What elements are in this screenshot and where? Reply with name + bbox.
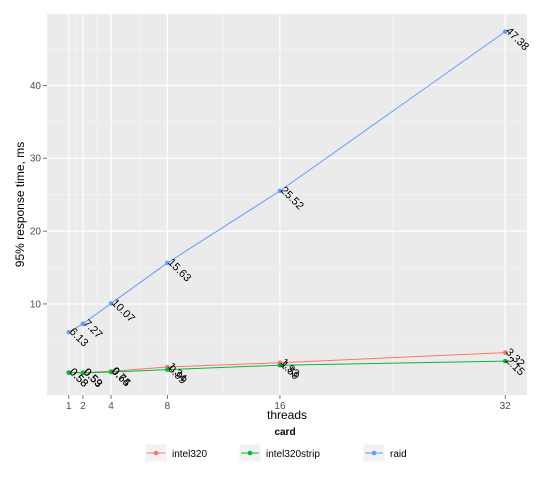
x-axis-title: threads bbox=[267, 408, 307, 422]
plot-background bbox=[47, 14, 527, 395]
legend-item-intel320strip: intel320strip bbox=[238, 443, 320, 463]
data-point-intel320 bbox=[502, 350, 508, 355]
data-point-raid bbox=[108, 301, 114, 306]
x-tick-label: 8 bbox=[165, 401, 171, 412]
data-point-raid bbox=[66, 329, 72, 335]
x-tick-label: 4 bbox=[108, 401, 114, 412]
data-point-intel320strip bbox=[66, 370, 72, 375]
x-tick-label: 16 bbox=[274, 401, 286, 412]
y-tick-label: 10 bbox=[30, 299, 42, 310]
data-point-raid bbox=[165, 260, 170, 266]
y-tick-label: 20 bbox=[30, 227, 42, 238]
data-point-intel320strip bbox=[277, 362, 283, 368]
y-tick-label: 40 bbox=[30, 81, 42, 92]
y-axis-title: 95% response time, ms bbox=[13, 142, 27, 267]
series-intel320strip bbox=[66, 358, 508, 376]
legend-point-raid bbox=[371, 450, 377, 456]
legend-label-intel320: intel320 bbox=[172, 449, 207, 460]
plot-panel bbox=[47, 14, 527, 395]
data-point-intel320strip bbox=[80, 370, 86, 376]
data-point-raid bbox=[277, 188, 283, 194]
legend-item-intel320: intel320 bbox=[144, 443, 207, 463]
x-tick-label: 1 bbox=[66, 401, 72, 412]
x-axis: 1 2 4 8 16 32 bbox=[66, 395, 511, 412]
legend: card intel320 intel320strip raid bbox=[144, 427, 407, 463]
data-point-raid bbox=[80, 321, 86, 327]
legend-label-intel320strip: intel320strip bbox=[266, 449, 320, 460]
series-line-raid bbox=[68, 31, 506, 333]
x-tick-label: 2 bbox=[80, 401, 86, 412]
y-axis: 10 20 30 40 bbox=[30, 81, 47, 310]
legend-point-intel320strip bbox=[247, 450, 253, 456]
data-point-intel320strip bbox=[108, 369, 114, 375]
series-raid bbox=[66, 29, 508, 335]
legend-item-raid: raid bbox=[362, 443, 407, 463]
series-line-intel320strip bbox=[68, 360, 506, 374]
data-point-raid bbox=[502, 29, 508, 34]
data-point-intel320strip bbox=[165, 367, 170, 372]
data-point-intel320strip bbox=[502, 358, 508, 364]
legend-point-intel320 bbox=[153, 450, 159, 456]
legend-title: card bbox=[274, 427, 295, 438]
y-tick-label: 30 bbox=[30, 154, 42, 165]
legend-label-raid: raid bbox=[390, 449, 407, 460]
x-tick-label: 32 bbox=[500, 401, 512, 412]
